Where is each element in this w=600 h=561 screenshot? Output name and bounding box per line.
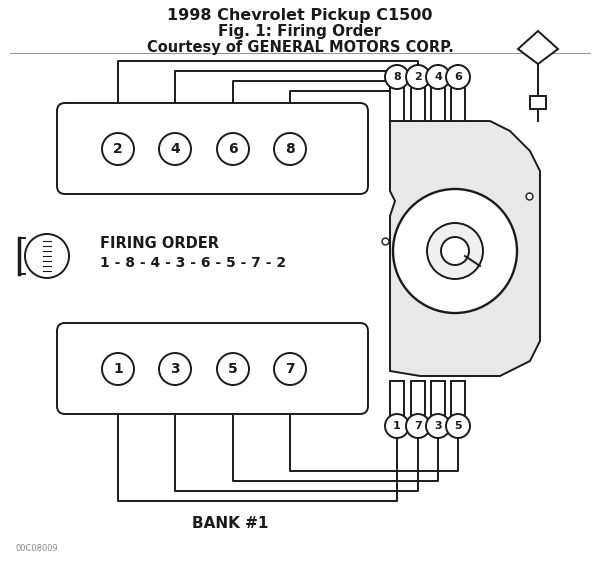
Circle shape — [102, 133, 134, 165]
Bar — [411, 381, 425, 416]
Bar — [390, 86, 404, 121]
Text: 2: 2 — [414, 72, 422, 82]
Text: Fig. 1: Firing Order: Fig. 1: Firing Order — [218, 24, 382, 39]
Bar — [530, 96, 546, 109]
Text: 7: 7 — [414, 421, 422, 431]
Bar — [431, 86, 445, 121]
Text: Courtesy of GENERAL MOTORS CORP.: Courtesy of GENERAL MOTORS CORP. — [146, 40, 454, 55]
Text: 4: 4 — [434, 72, 442, 82]
Text: 1: 1 — [393, 421, 401, 431]
Bar — [431, 381, 445, 416]
Circle shape — [102, 353, 134, 385]
Bar — [451, 86, 465, 121]
Circle shape — [393, 189, 517, 313]
Circle shape — [406, 65, 430, 89]
Circle shape — [217, 133, 249, 165]
Circle shape — [406, 414, 430, 438]
Bar — [390, 381, 404, 416]
Circle shape — [426, 65, 450, 89]
Text: 2: 2 — [113, 142, 123, 156]
Text: 8: 8 — [393, 72, 401, 82]
Circle shape — [446, 65, 470, 89]
Text: 3: 3 — [434, 421, 442, 431]
Bar — [451, 381, 465, 416]
Text: 8: 8 — [285, 142, 295, 156]
Text: 7: 7 — [285, 362, 295, 376]
Text: 00C08009: 00C08009 — [15, 544, 58, 553]
Text: 1998 Chevrolet Pickup C1500: 1998 Chevrolet Pickup C1500 — [167, 8, 433, 23]
Text: 6: 6 — [228, 142, 238, 156]
Circle shape — [385, 65, 409, 89]
Circle shape — [159, 353, 191, 385]
Bar — [411, 86, 425, 121]
Polygon shape — [390, 121, 540, 376]
Text: 4: 4 — [170, 142, 180, 156]
Circle shape — [426, 414, 450, 438]
FancyBboxPatch shape — [57, 323, 368, 414]
FancyBboxPatch shape — [57, 103, 368, 194]
Text: 1 - 8 - 4 - 3 - 6 - 5 - 7 - 2: 1 - 8 - 4 - 3 - 6 - 5 - 7 - 2 — [100, 256, 286, 270]
Circle shape — [217, 353, 249, 385]
Text: 6: 6 — [454, 72, 462, 82]
Text: 5: 5 — [454, 421, 462, 431]
Polygon shape — [518, 31, 558, 64]
Text: 5: 5 — [228, 362, 238, 376]
Circle shape — [274, 353, 306, 385]
Circle shape — [385, 414, 409, 438]
Text: FIRING ORDER: FIRING ORDER — [100, 236, 219, 251]
Circle shape — [427, 223, 483, 279]
Circle shape — [274, 133, 306, 165]
Circle shape — [25, 234, 69, 278]
Circle shape — [441, 237, 469, 265]
Circle shape — [446, 414, 470, 438]
Text: 3: 3 — [170, 362, 180, 376]
Text: BANK #1: BANK #1 — [192, 516, 268, 531]
Text: 1: 1 — [113, 362, 123, 376]
Circle shape — [159, 133, 191, 165]
